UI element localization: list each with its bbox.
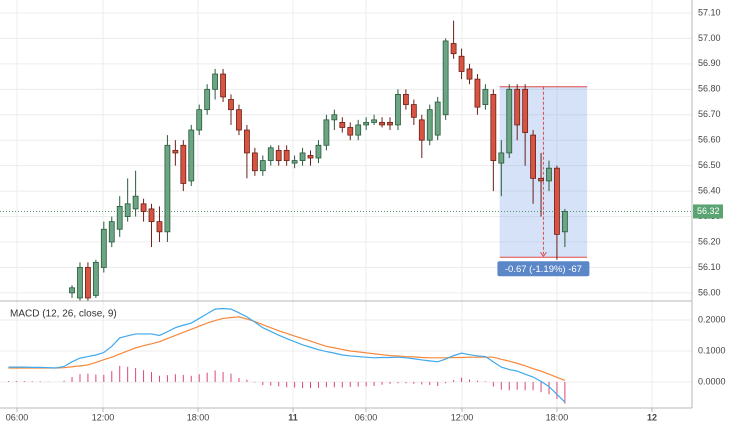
candle-body xyxy=(538,177,544,182)
candle-body xyxy=(228,99,234,111)
y-tick-label: 57.00 xyxy=(698,33,721,43)
candle-body xyxy=(164,144,171,233)
x-tick-label: 12 xyxy=(647,412,657,422)
candle-body xyxy=(92,261,99,296)
candle-body xyxy=(490,94,497,161)
candle-body xyxy=(379,121,385,126)
candle-body xyxy=(172,149,179,154)
last-price-label: 56.32 xyxy=(697,206,720,216)
candle-body xyxy=(498,152,505,164)
candle-body xyxy=(339,121,346,128)
candle-body xyxy=(450,43,457,55)
candle-body xyxy=(244,129,250,154)
candle-body xyxy=(522,88,529,133)
candle-body xyxy=(100,228,107,268)
candle-body xyxy=(347,127,354,136)
candle-body xyxy=(299,152,306,161)
candle-body xyxy=(307,155,314,159)
candle-body xyxy=(148,208,155,223)
candle-body xyxy=(283,149,290,161)
x-tick-label: 06:00 xyxy=(355,412,378,422)
candle-body xyxy=(140,203,147,212)
y-tick-label: 56.50 xyxy=(698,160,721,170)
candle-body xyxy=(267,147,274,161)
candle-body xyxy=(291,160,298,164)
y-tick-label: 56.10 xyxy=(698,262,721,272)
axes: 56.0056.1056.2056.3056.4056.5056.6056.70… xyxy=(6,7,726,422)
candle-body xyxy=(482,88,489,105)
y-tick-label: 56.40 xyxy=(698,185,721,195)
candle-body xyxy=(506,88,513,154)
candle-body xyxy=(355,124,362,136)
macd-line xyxy=(8,307,566,403)
y-tick-label: 56.70 xyxy=(698,109,721,119)
candle-body xyxy=(402,94,409,105)
candle-body xyxy=(554,167,560,235)
candle-body xyxy=(323,119,330,146)
price-pane: -0.67 (-1.19%) -67 xyxy=(0,20,692,301)
candle-body xyxy=(434,101,441,136)
candle-body xyxy=(188,129,195,182)
candle-body xyxy=(116,205,123,230)
x-tick-label: 06:00 xyxy=(6,412,29,422)
y-tick-label: 57.10 xyxy=(698,7,721,17)
candle-body xyxy=(156,221,163,233)
candle-body xyxy=(514,88,521,126)
candle-body xyxy=(315,144,322,159)
last-price-box xyxy=(693,204,723,219)
candle-body xyxy=(85,267,91,299)
candle-body xyxy=(220,73,226,98)
candle-body xyxy=(69,287,75,294)
candle-body xyxy=(387,121,393,126)
measure-label: -0.67 (-1.19%) -67 xyxy=(505,264,582,275)
x-tick-label: 12:00 xyxy=(451,412,474,422)
candle-body xyxy=(108,221,115,243)
candle-body xyxy=(410,104,417,118)
macd-title: MACD (12, 26, close, 9) xyxy=(10,309,117,320)
candle-body xyxy=(196,109,203,131)
y-tick-label: 56.00 xyxy=(698,287,721,297)
candle-body xyxy=(458,55,465,72)
y-tick-label: 0.0000 xyxy=(698,376,726,386)
candle-body xyxy=(466,68,473,80)
candle-body xyxy=(418,119,425,141)
candle-body xyxy=(426,109,433,141)
candle-body xyxy=(124,203,131,217)
x-tick-label: 12:00 xyxy=(92,412,115,422)
y-tick-label: 56.90 xyxy=(698,58,721,68)
candle-body xyxy=(180,144,187,184)
y-tick-label: 56.20 xyxy=(698,236,721,246)
measure-arrow-head xyxy=(540,251,547,258)
candle-body xyxy=(204,88,211,111)
y-tick-label: 56.80 xyxy=(698,84,721,94)
candle-body xyxy=(236,109,242,131)
candle-body xyxy=(212,73,219,90)
candle-body xyxy=(77,267,83,299)
candle-body xyxy=(259,160,266,172)
candle-body xyxy=(395,94,401,126)
candle-body xyxy=(546,167,552,182)
x-tick-label: 18:00 xyxy=(546,412,569,422)
candle-body xyxy=(530,134,536,179)
y-tick-label: 0.1000 xyxy=(698,345,726,355)
candle-body xyxy=(363,121,370,126)
candle-body xyxy=(331,114,338,121)
candle-body xyxy=(371,119,378,123)
macd-line xyxy=(8,316,566,381)
candle-body xyxy=(132,195,139,210)
measure-label-box xyxy=(497,261,590,277)
candle-body xyxy=(442,40,449,116)
x-tick-label: 11 xyxy=(288,412,298,422)
y-tick-label: 56.60 xyxy=(698,135,721,145)
candle-body xyxy=(251,152,258,172)
macd-pane xyxy=(7,307,566,404)
candle-body xyxy=(474,78,481,108)
x-tick-label: 18:00 xyxy=(187,412,210,422)
y-tick-label: 0.2000 xyxy=(698,314,726,324)
candle-body xyxy=(275,149,282,161)
candle-body xyxy=(561,211,568,233)
